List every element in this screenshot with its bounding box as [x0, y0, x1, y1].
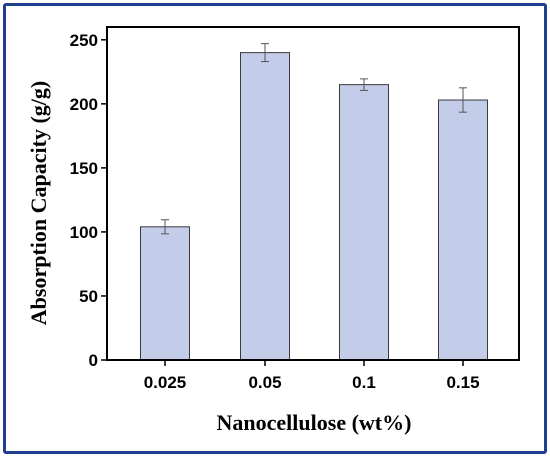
plot-area-frame	[106, 26, 520, 361]
error-bar	[261, 43, 269, 63]
bar	[240, 52, 290, 361]
error-bars-group	[161, 43, 467, 235]
bar	[140, 226, 190, 361]
error-bar	[459, 87, 467, 113]
y-tick-label: 250	[70, 31, 98, 50]
bars-group	[140, 52, 488, 361]
y-axis-title: Absorption Capacity (g/g)	[26, 81, 51, 325]
y-tick-label: 0	[89, 351, 98, 370]
x-axis-title: Nanocellulose (wt%)	[217, 410, 412, 435]
x-tick-label: 0.05	[248, 373, 281, 392]
y-tick-label: 200	[70, 95, 98, 114]
bar	[438, 99, 488, 361]
y-tick-label: 150	[70, 159, 98, 178]
error-bar	[360, 78, 368, 91]
x-tick-label: 0.1	[352, 373, 376, 392]
x-axis-ticks: 0.025 0.05 0.1 0.15	[144, 360, 480, 392]
error-bar	[161, 219, 169, 235]
y-tick-label: 100	[70, 223, 98, 242]
bar	[339, 84, 389, 361]
x-tick-label: 0.15	[446, 373, 479, 392]
y-axis-ticks: 0 50 100 150 200 250	[70, 31, 107, 370]
x-tick-label: 0.025	[144, 373, 187, 392]
y-tick-label: 50	[79, 287, 98, 306]
